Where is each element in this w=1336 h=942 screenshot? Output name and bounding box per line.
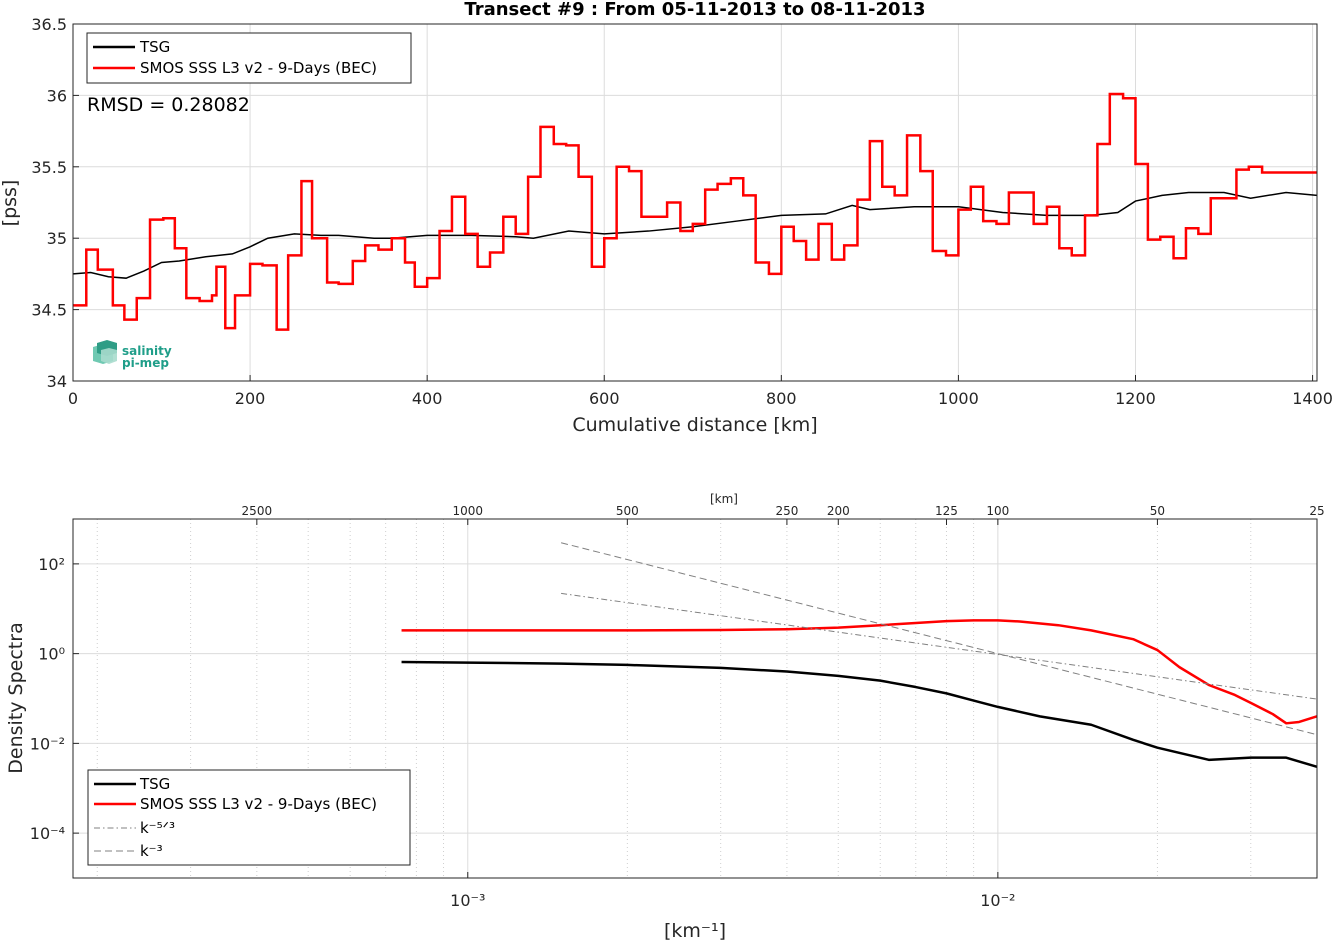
top-x-axis-label: Cumulative distance [km] (572, 414, 817, 436)
bottom-x-tick-label: 10⁻³ (450, 891, 485, 910)
bottom-legend: TSG SMOS SSS L3 v2 - 9-Days (BEC) k⁻⁵ᐟ³ … (87, 769, 411, 866)
spectra-panel: 10⁻³ 10⁻² 10⁻⁴ 10⁻² 10⁰ 10² 2500 1000 500 250 200 1… (5, 492, 1325, 942)
bottom-grid (73, 519, 1317, 878)
top-km-tick-label: 500 (616, 504, 639, 518)
bottom-legend-box (87, 769, 411, 866)
bottom-ticks: 10⁻³ 10⁻² 10⁻⁴ 10⁻² 10⁰ 10² 2500 1000 500 250 200 1… (30, 504, 1325, 910)
bottom-legend-tsg: TSG (139, 775, 170, 793)
bottom-y-tick-label: 10⁰ (38, 645, 65, 664)
top-y-tick-label: 34 (47, 372, 67, 391)
top-series (72, 92, 1318, 331)
k-5-3-reference-line (561, 592, 1318, 700)
bottom-y-axis-label: Density Spectra (5, 622, 27, 773)
top-y-tick-label: 35.5 (31, 158, 67, 177)
top-legend: TSG SMOS SSS L3 v2 - 9-Days (BEC) (86, 32, 412, 84)
top-legend-box (86, 32, 412, 84)
top-legend-smos: SMOS SSS L3 v2 - 9-Days (BEC) (140, 59, 377, 77)
top-y-tick-label: 36 (47, 86, 67, 105)
top-km-axis-label: [km] (710, 492, 738, 506)
top-x-tick-label: 800 (766, 389, 797, 408)
top-legend-tsg: TSG (139, 38, 170, 56)
smos-spectrum-line (401, 619, 1318, 725)
top-km-tick-label: 1000 (452, 504, 483, 518)
top-y-tick-label: 36.5 (31, 15, 67, 34)
top-x-tick-label: 1000 (938, 389, 979, 408)
tsg-spectrum-line (401, 660, 1318, 769)
top-km-tick-label: 125 (935, 504, 958, 518)
top-x-tick-label: 600 (589, 389, 620, 408)
top-ticks: 0 200 400 600 800 1000 1200 1400 34 34.5 35 35.5 36 3… (31, 15, 1333, 408)
salinity-pimep-logo-icon: salinity pi-mep (93, 340, 172, 370)
bottom-legend-k53: k⁻⁵ᐟ³ (140, 819, 175, 837)
top-km-tick-label: 100 (986, 504, 1009, 518)
top-axes-box (72, 23, 1318, 382)
bottom-y-tick-label: 10⁻² (30, 734, 65, 753)
top-km-tick-label: 25 (1309, 504, 1324, 518)
transect-title: Transect #9 : From 05-11-2013 to 08-11-2… (464, 0, 925, 20)
top-km-tick-label: 250 (775, 504, 798, 518)
bottom-legend-smos: SMOS SSS L3 v2 - 9-Days (BEC) (140, 795, 377, 813)
bottom-series (401, 542, 1318, 769)
k-3-reference-line (560, 542, 1318, 736)
transect-panel: Transect #9 : From 05-11-2013 to 08-11-2… (0, 0, 1333, 436)
top-x-tick-label: 400 (412, 389, 443, 408)
top-y-tick-label: 35 (47, 229, 67, 248)
tsg-series-line (72, 191, 1318, 279)
rmsd-annotation: RMSD = 0.28082 (87, 94, 250, 116)
logo-text-line2: pi-mep (122, 356, 169, 370)
smos-series-line (73, 92, 1317, 331)
top-x-tick-label: 0 (68, 389, 78, 408)
bottom-x-axis-label: [km⁻¹] (664, 920, 726, 942)
top-x-tick-label: 1200 (1115, 389, 1156, 408)
top-km-tick-label: 200 (827, 504, 850, 518)
top-km-tick-label: 50 (1150, 504, 1165, 518)
top-km-tick-label: 2500 (242, 504, 273, 518)
bottom-x-tick-label: 10⁻² (980, 891, 1015, 910)
logo-text-line1: salinity (122, 344, 172, 358)
top-y-axis-label: [pss] (0, 180, 21, 227)
top-x-tick-label: 200 (235, 389, 266, 408)
bottom-y-tick-label: 10² (38, 555, 65, 574)
top-y-tick-label: 34.5 (31, 301, 67, 320)
bottom-axes-box (72, 518, 1318, 879)
top-x-tick-label: 1400 (1292, 389, 1333, 408)
bottom-y-tick-label: 10⁻⁴ (30, 824, 65, 843)
bottom-legend-k3: k⁻³ (140, 842, 163, 860)
